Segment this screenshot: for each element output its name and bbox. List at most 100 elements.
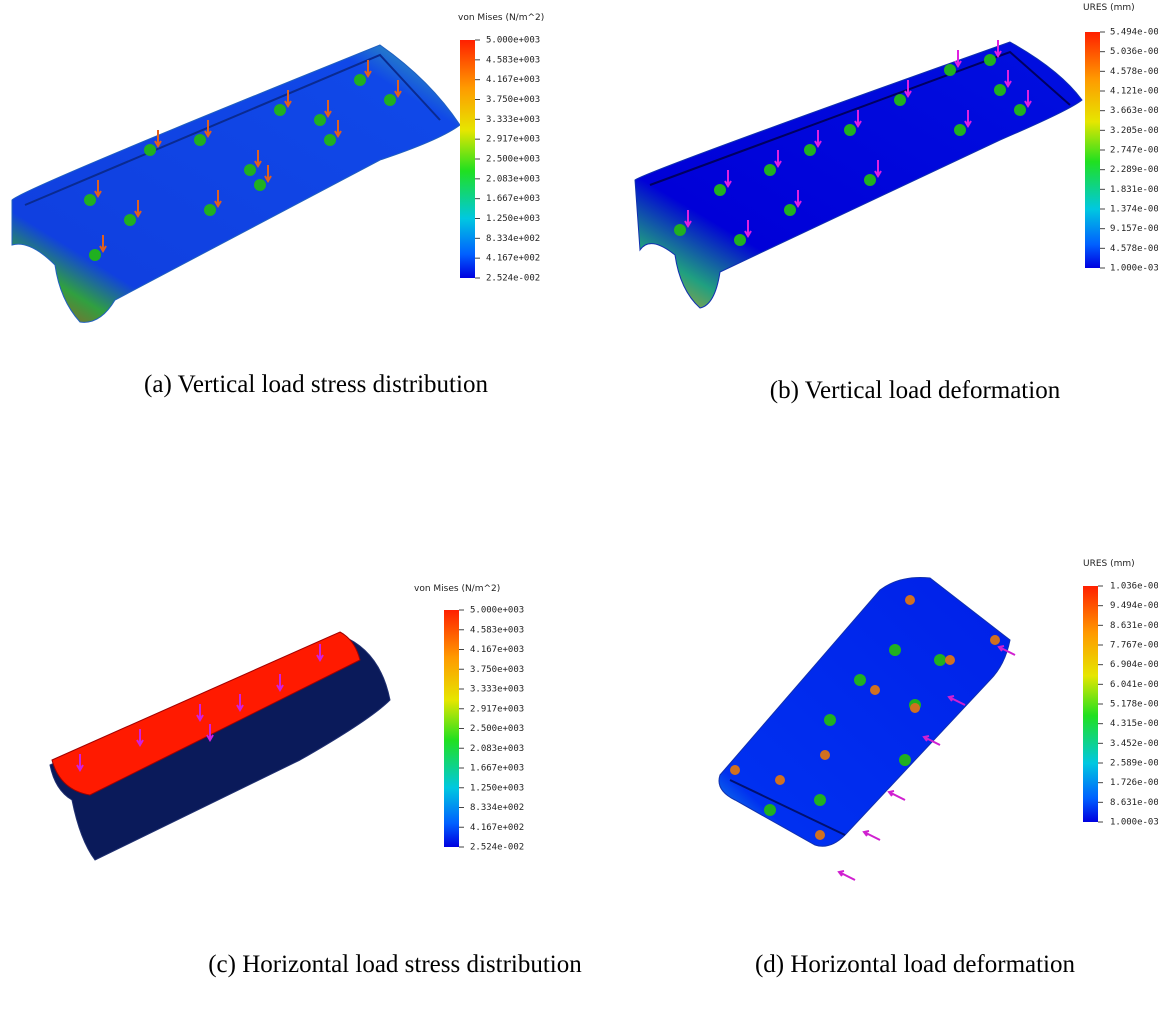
legend-label: 2.289e-006 [1110,165,1158,175]
load-marker [254,179,266,191]
figure: von Mises (N/m^2) 5.000e+003 4.583e+003 4.1… [0,0,1158,1012]
colorbar [1085,32,1100,268]
legend-label: 6.041e-006 [1110,680,1158,690]
legend-label: 3.663e-006 [1110,106,1158,116]
load-marker [994,84,1006,96]
legend-label: 4.578e-006 [1110,67,1158,77]
load-marker [775,775,785,785]
load-marker [314,114,326,126]
legend-label: 1.036e-005 [1110,582,1158,592]
load-marker [764,164,776,176]
render-b [635,42,1082,308]
legend-label: 2.917e+003 [470,704,524,714]
legend-label: 1.667e+003 [470,764,524,774]
legend-label: 4.583e+003 [470,625,524,635]
load-marker [870,685,880,695]
load-marker [854,674,866,686]
legend-label: 1.250e+003 [486,214,540,224]
legend-label: 2.524e-002 [486,274,540,284]
legend-label: 2.917e+003 [486,135,540,145]
legend-label: 1.831e-006 [1110,185,1158,195]
load-marker [244,164,256,176]
load-marker [354,74,366,86]
legend-label: 3.205e-006 [1110,126,1158,136]
load-arrow [839,871,855,880]
load-marker [84,194,96,206]
load-marker [990,635,1000,645]
load-marker [815,830,825,840]
load-marker [905,595,915,605]
legend-label: 1.000e-030 [1110,264,1158,274]
legend-label: 3.333e+003 [470,685,524,695]
legend-label: 5.494e-006 [1110,28,1158,38]
page: {"panels": [ {"caption": "(a) Vertical l… [0,0,1158,1012]
load-marker [910,703,920,713]
load-marker [194,134,206,146]
load-marker [730,765,740,775]
legend-label: 2.083e+003 [470,744,524,754]
legend-label: 8.631e-006 [1110,621,1158,631]
load-marker [984,54,996,66]
load-marker [1014,104,1026,116]
legend-label: 2.083e+003 [486,174,540,184]
legend-label: 9.494e-006 [1110,601,1158,611]
caption: (b) Vertical load deformation [770,377,1061,404]
load-marker [89,249,101,261]
legend-label: 5.000e+003 [486,36,540,46]
legend-label: 4.121e-006 [1110,87,1158,97]
load-marker [889,644,901,656]
load-marker [144,144,156,156]
load-marker [734,234,746,246]
legend-title: URES (mm) [1083,559,1135,569]
caption: (d) Horizontal load deformation [755,951,1076,978]
legend-title: von Mises (N/m^2) [458,13,544,23]
load-marker [954,124,966,136]
legend-label: 3.333e+003 [486,115,540,125]
legend-label: 3.750e+003 [486,95,540,105]
legend-label: 1.726e-006 [1110,778,1158,788]
legend-label: 4.583e+003 [486,55,540,65]
load-arrow [955,50,961,66]
legend-label: 3.750e+003 [470,665,524,675]
legend-label: 5.036e-006 [1110,47,1158,57]
load-marker [274,104,286,116]
legend-label: 4.167e+003 [470,645,524,655]
legend-label: 9.157e-007 [1110,224,1158,234]
load-marker [820,750,830,760]
load-arrow [864,831,880,840]
load-marker [674,224,686,236]
load-marker [844,124,856,136]
caption: (c) Horizontal load stress distribution [208,951,582,978]
load-marker [894,94,906,106]
render-d [719,578,1010,847]
legend-label: 4.578e-007 [1110,244,1158,254]
legend-label: 8.334e+002 [470,803,524,813]
legend-label: 4.167e+003 [486,75,540,85]
load-marker [384,94,396,106]
legend-label: 5.178e-006 [1110,700,1158,710]
legend-label: 7.767e-006 [1110,641,1158,651]
caption: (a) Vertical load stress distribution [144,371,488,398]
legend-label: 2.524e-002 [470,843,524,853]
load-marker [945,655,955,665]
legend-label: 5.000e+003 [470,606,524,616]
legend-label: 1.250e+003 [470,783,524,793]
legend-label: 8.334e+002 [486,234,540,244]
legend-label: 4.315e-006 [1110,719,1158,729]
legend-title: von Mises (N/m^2) [414,584,500,594]
load-marker [814,794,826,806]
legend-label: 1.374e-006 [1110,205,1158,215]
load-marker [204,204,216,216]
load-marker [124,214,136,226]
load-marker [804,144,816,156]
legend-label: 2.500e+003 [470,724,524,734]
legend-label: 2.747e-006 [1110,146,1158,156]
colorbar [1083,586,1098,822]
legend-label: 1.000e-030 [1110,818,1158,828]
load-marker [899,754,911,766]
legend-label: 6.904e-006 [1110,660,1158,670]
load-marker [864,174,876,186]
legend-label: 3.452e-006 [1110,739,1158,749]
load-marker [324,134,336,146]
legend-label: 1.667e+003 [486,194,540,204]
